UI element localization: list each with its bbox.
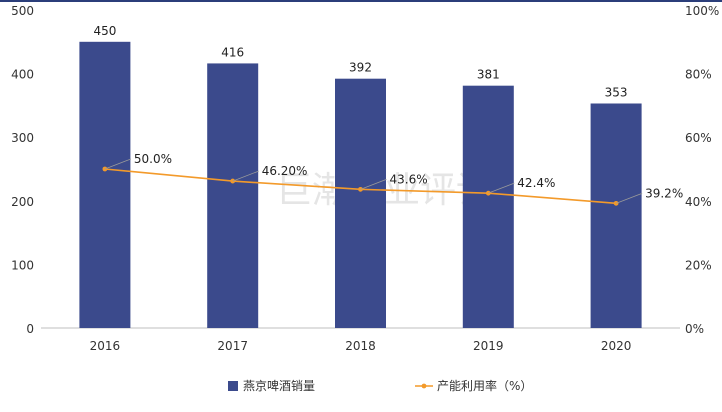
y-left-tick-label: 0 xyxy=(26,322,34,336)
line-label-leader xyxy=(615,192,643,204)
bar xyxy=(79,41,131,329)
x-tick-label: 2016 xyxy=(90,339,121,353)
legend-label-bar: 燕京啤酒销量 xyxy=(243,378,315,393)
y-right-tick-label: 40% xyxy=(685,195,712,209)
bar-value-label: 450 xyxy=(93,24,116,38)
y-right-tick-label: 60% xyxy=(685,131,712,145)
line-value-label: 39.2% xyxy=(645,186,683,200)
y-right-tick-label: 20% xyxy=(685,258,712,272)
x-tick-label: 2017 xyxy=(217,339,248,353)
bar-value-label: 392 xyxy=(349,61,372,75)
legend-swatch-marker xyxy=(421,383,427,389)
y-right-tick-label: 80% xyxy=(685,68,712,82)
y-left-tick-label: 200 xyxy=(11,195,34,209)
bar-value-label: 353 xyxy=(605,85,628,99)
line-point xyxy=(358,186,363,192)
top-rule xyxy=(0,0,722,2)
x-tick-label: 2020 xyxy=(601,339,632,353)
y-left-tick-label: 300 xyxy=(11,131,34,145)
line-value-label: 43.6% xyxy=(390,172,428,186)
bar xyxy=(207,63,259,328)
line-value-label: 42.4% xyxy=(517,176,555,190)
bar xyxy=(590,103,642,328)
bar-value-label: 381 xyxy=(477,68,500,82)
y-left-tick-label: 400 xyxy=(11,68,34,82)
line-label-leader xyxy=(104,158,132,170)
y-left-tick-label: 500 xyxy=(11,4,34,18)
y-right-tick-label: 100% xyxy=(685,4,719,18)
bar xyxy=(335,78,386,328)
line-value-label: 46.20% xyxy=(262,164,308,178)
bar-value-label: 416 xyxy=(221,45,244,59)
x-tick-label: 2019 xyxy=(473,339,504,353)
line-label-leader xyxy=(488,182,515,194)
line-label-leader xyxy=(360,178,387,190)
legend-label-line: 产能利用率（%） xyxy=(437,378,532,393)
y-right-tick-label: 0% xyxy=(685,322,704,336)
bar xyxy=(462,85,514,329)
x-tick-label: 2018 xyxy=(345,339,376,353)
legend-swatch-bar xyxy=(228,381,238,391)
line-label-leader xyxy=(232,170,259,182)
line-value-label: 50.0% xyxy=(134,152,172,166)
y-left-tick-label: 100 xyxy=(11,258,34,272)
